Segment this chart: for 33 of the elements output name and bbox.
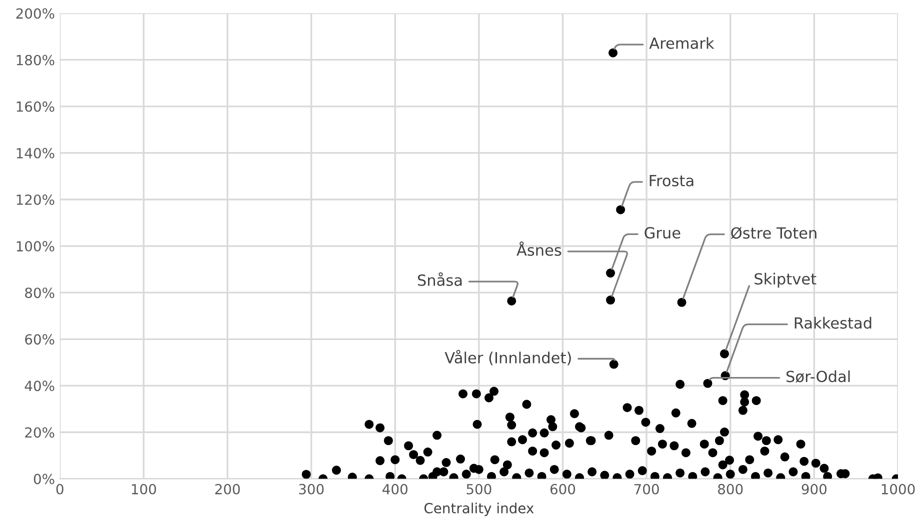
y-tick-label: 20% [25, 427, 54, 438]
y-tick-label: 120% [16, 194, 54, 205]
y-tick-label: 180% [16, 54, 54, 66]
x-tick-label: 0 [56, 484, 64, 494]
y-tick-label: 80% [25, 288, 54, 298]
x-tick-label: 400 [382, 484, 408, 494]
x-tick-label: 100 [132, 484, 156, 494]
annotation: Frosta [650, 175, 694, 186]
annotation: Våler (Innlandet) [444, 350, 571, 366]
annotation: Aremark [649, 37, 714, 49]
x-tick-label: 600 [550, 484, 576, 494]
y-tick-label: 160% [16, 101, 54, 112]
x-tick-label: 1000 [882, 484, 915, 494]
annotation: Rakkestad [794, 316, 872, 329]
annotation: Åsnes [516, 241, 562, 256]
y-tick-label: 100% [16, 241, 54, 252]
y-tick-label: 140% [16, 148, 54, 158]
x-tick-label: 200 [215, 484, 240, 494]
annotation: Snåsa [418, 272, 462, 286]
x-tick-label: 800 [718, 484, 743, 494]
y-tick-label: 0% [34, 474, 54, 484]
x-tick-label: 500 [466, 484, 492, 494]
x-tick-label: 700 [634, 484, 659, 494]
y-tick-label: 40% [24, 380, 54, 392]
annotation: Skiptvet [754, 272, 816, 288]
y-tick-label: 60% [25, 334, 54, 345]
annotation: Østre Toten [731, 226, 816, 240]
x-axis-title: Centrality index [424, 502, 534, 516]
x-tick-label: 300 [299, 484, 324, 494]
y-tick-label: 200% [16, 8, 54, 19]
annotation: Grue [644, 227, 680, 239]
annotation: Sør-Odal [786, 370, 850, 383]
x-tick-label: 900 [802, 484, 826, 494]
